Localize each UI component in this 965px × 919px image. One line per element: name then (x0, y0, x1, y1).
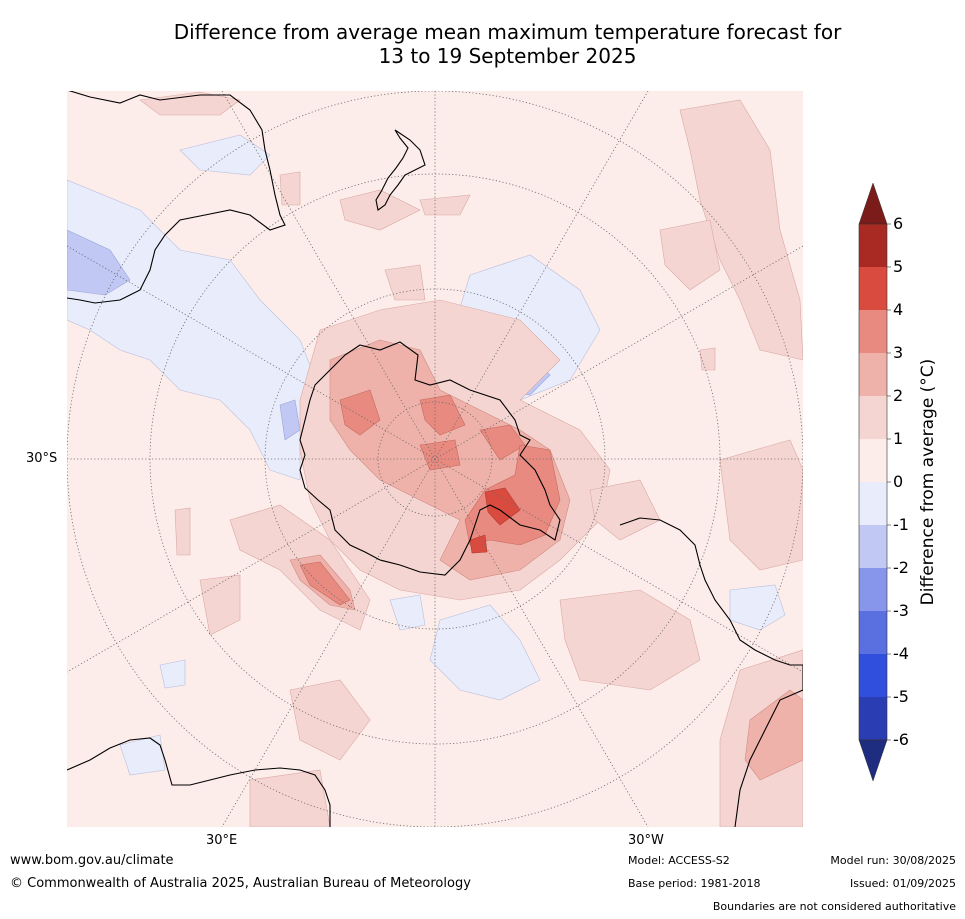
meridian-6 (67, 245, 803, 673)
colorbar-band-m3-m2 (859, 568, 887, 611)
colorbar-min-arrow (858, 739, 888, 782)
warm-anomaly-high (299, 389, 561, 606)
map-panel (67, 91, 803, 827)
colorbar-tick-m2: -2 (893, 558, 909, 577)
antarctica-coast (299, 341, 561, 576)
colorbar-band-m6-m5 (859, 697, 887, 740)
colorbar-band-2-3 (859, 353, 887, 396)
colorbar-band-1-2 (859, 396, 887, 439)
colorbar-band-3-4 (859, 310, 887, 353)
new-zealand-coast (375, 129, 426, 211)
copyright-text: © Commonwealth of Australia 2025, Austra… (10, 876, 471, 891)
colorbar-tick-6: 6 (893, 214, 904, 233)
colorbar-tick-2: 2 (893, 386, 904, 405)
colorbar-band-m2-m1 (859, 525, 887, 568)
colorbar-tick-m5: -5 (893, 687, 909, 706)
chart-title: Difference from average mean maximum tem… (60, 20, 955, 68)
title-line-1: Difference from average mean maximum tem… (173, 20, 842, 44)
base-period: Base period: 1981-2018 (628, 877, 761, 890)
colorbar-ticks (887, 223, 891, 741)
longitude-label-30w: 30°W (628, 833, 664, 848)
colorbar-band-4-5 (859, 267, 887, 310)
colorbar-band-0-1 (859, 439, 887, 482)
colorbar-tick-m1: -1 (893, 515, 909, 534)
boundaries-disclaimer: Boundaries are not considered authoritat… (712, 900, 956, 913)
colorbar-band-5-6 (859, 224, 887, 267)
title-line-2: 13 to 19 September 2025 (378, 44, 637, 68)
website-link[interactable]: www.bom.gov.au/climate (10, 853, 174, 868)
longitude-label-30e: 30°E (206, 833, 238, 848)
warm-anomaly-very-high (469, 487, 521, 554)
colorbar-band-m4-m3 (859, 611, 887, 654)
colorbar-tick-5: 5 (893, 257, 904, 276)
australia-coast (67, 91, 286, 304)
latitude-label-30s: 30°S (26, 451, 58, 466)
colorbar-tick-0: 0 (893, 472, 904, 491)
colorbar-max-arrow (858, 182, 888, 225)
africa-coast (67, 737, 331, 827)
colorbar (858, 182, 891, 782)
colorbar-title: Difference from average (°C) (918, 358, 938, 606)
colorbar-tick-m3: -3 (893, 601, 909, 620)
colorbar-tick-1: 1 (893, 429, 904, 448)
model-name: Model: ACCESS-S2 (628, 854, 730, 867)
colorbar-tick-3: 3 (893, 343, 904, 362)
south-america-coast (619, 517, 803, 827)
colorbar-tick-m6: -6 (893, 730, 909, 749)
colorbar-band-m1-0 (859, 482, 887, 525)
colorbar-tick-m4: -4 (893, 644, 909, 663)
colorbar-tick-4: 4 (893, 300, 904, 319)
graticule (67, 91, 803, 827)
colorbar-band-m5-m4 (859, 654, 887, 697)
model-run-date: Model run: 30/08/2025 (830, 854, 956, 867)
coastlines (67, 91, 803, 827)
issued-date: Issued: 01/09/2025 (849, 877, 956, 890)
